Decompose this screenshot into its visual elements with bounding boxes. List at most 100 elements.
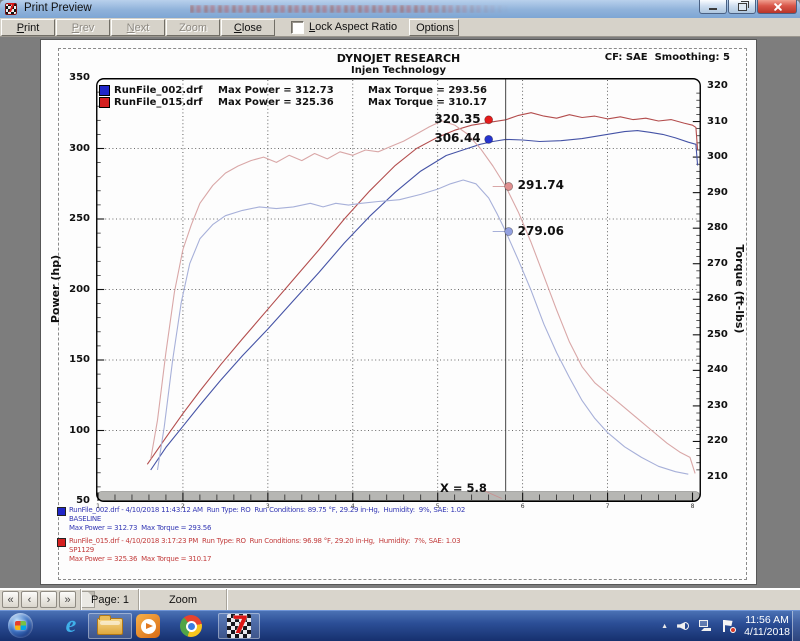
legend-text: Max Power = 312.73	[218, 85, 368, 96]
close-window-button[interactable]	[757, 0, 797, 14]
legend-swatch	[99, 85, 110, 96]
marker-label: 291.74	[518, 178, 564, 192]
next-button: Next	[111, 19, 165, 36]
legend-text: Max Torque = 310.17	[368, 97, 487, 108]
internet-explorer-icon[interactable]: e	[58, 612, 84, 638]
annotation-line: Max Power = 325.36 Max Torque = 310.17	[69, 555, 465, 564]
close-icon	[773, 2, 782, 11]
minimize-button[interactable]	[699, 0, 727, 14]
statusbar-zoom[interactable]: Zoom	[138, 589, 227, 611]
marker-label: 306.44	[411, 131, 481, 145]
network-icon[interactable]	[699, 620, 713, 632]
volume-icon[interactable]	[677, 620, 690, 632]
action-center-flag-icon[interactable]	[722, 620, 734, 632]
right-axis-tick-label: 220	[707, 435, 728, 446]
show-desktop-button[interactable]	[792, 611, 800, 641]
x-axis-tick-label: 6	[518, 503, 528, 510]
legend-text: Max Torque = 293.56	[368, 85, 487, 96]
minimize-icon	[709, 8, 717, 10]
left-axis-tick-label: 50	[57, 495, 90, 506]
options-button[interactable]: Options	[409, 19, 459, 36]
restore-icon	[738, 3, 747, 11]
chrome-icon[interactable]	[180, 615, 202, 637]
winpep-app-icon	[5, 3, 17, 15]
chart-cf-smoothing: CF: SAE Smoothing: 5	[605, 52, 730, 63]
window-buttons	[698, 0, 797, 14]
cursor-x-label: X = 5.8	[440, 481, 487, 495]
right-axis-tick-label: 230	[707, 400, 728, 411]
right-axis-tick-label: 320	[707, 80, 728, 91]
winpep-7-icon	[227, 614, 251, 638]
preview-area: DYNOJET RESEARCH Injen Technology CF: SA…	[0, 37, 800, 588]
lock-aspect-ratio-checkbox[interactable]	[291, 21, 304, 34]
right-axis-tick-label: 310	[707, 116, 728, 127]
print-button[interactable]: Print	[1, 19, 55, 36]
right-axis-tick-label: 300	[707, 151, 728, 162]
left-axis-tick-label: 150	[57, 354, 90, 365]
annotation-line: Max Power = 312.73 Max Torque = 293.56	[69, 524, 465, 533]
left-axis-tick-label: 300	[57, 143, 90, 154]
legend-swatch	[99, 97, 110, 108]
right-axis-tick-label: 270	[707, 258, 728, 269]
lock-aspect-ratio-control[interactable]: Lock Aspect Ratio	[291, 21, 397, 34]
page-nav-buttons: «‹›»	[0, 590, 76, 607]
x-axis-tick-label: 3	[263, 503, 273, 510]
left-axis-tick-label: 200	[57, 284, 90, 295]
statusbar-filler	[226, 589, 800, 611]
titlebar-watermark	[190, 5, 510, 13]
statusbar: «‹›» Page: 1 Zoom	[0, 588, 800, 611]
preview-page: DYNOJET RESEARCH Injen Technology CF: SA…	[40, 39, 757, 585]
first-page-button[interactable]: «	[2, 591, 19, 608]
annotation-line: SP1129	[69, 546, 465, 555]
annotation-swatch	[57, 507, 66, 516]
system-tray: ▲ 11:56 AM 4/11/2018	[661, 611, 790, 641]
marker-label: 279.06	[518, 224, 564, 238]
tray-expand-icon[interactable]: ▲	[661, 623, 668, 630]
dyno-chart-plot	[96, 78, 701, 502]
taskbar: e ▲ 11:56 AM 4/11/2018	[0, 610, 800, 641]
prev-page-button[interactable]: ‹	[21, 591, 38, 608]
right-axis-tick-label: 250	[707, 329, 728, 340]
start-button[interactable]	[8, 613, 33, 638]
left-axis-tick-label: 100	[57, 425, 90, 436]
x-axis-tick-label: 1	[93, 503, 103, 510]
x-axis-tick-label: 7	[603, 503, 613, 510]
x-axis-tick-label: 2	[178, 503, 188, 510]
run-annotations: RunFile_002.drf - 4/10/2018 11:43:12 AM …	[57, 506, 465, 568]
winpep-taskbar-button[interactable]	[218, 613, 260, 639]
right-axis-tick-label: 290	[707, 187, 728, 198]
left-axis-tick-label: 350	[57, 72, 90, 83]
restore-button[interactable]	[728, 0, 756, 14]
next-page-button[interactable]: ›	[40, 591, 57, 608]
close-preview-button[interactable]: Close	[221, 19, 275, 36]
annotation-line: RunFile_015.drf - 4/10/2018 3:17:23 PM R…	[69, 537, 465, 546]
legend-text: Max Power = 325.36	[218, 97, 368, 108]
window-title: Print Preview	[24, 2, 92, 14]
titlebar[interactable]: Print Preview	[0, 0, 800, 19]
x-axis-tick-label: 5	[433, 503, 443, 510]
windows-explorer-taskbar-button[interactable]	[88, 613, 132, 639]
legend-text: RunFile_015.drf	[114, 97, 218, 108]
right-axis-tick-label: 260	[707, 293, 728, 304]
marker-label: 320.35	[411, 112, 481, 126]
lock-aspect-ratio-label: Lock Aspect Ratio	[309, 21, 397, 33]
statusbar-page: Page: 1	[80, 589, 139, 611]
x-axis-tick-label: 8	[688, 503, 698, 510]
annotation-swatch	[57, 538, 66, 547]
zoom-out-button: Zoom Out	[166, 19, 220, 36]
alert-badge	[730, 627, 736, 633]
clock-date: 4/11/2018	[744, 626, 790, 638]
clock-time: 11:56 AM	[745, 614, 789, 626]
run-annotation: RunFile_015.drf - 4/10/2018 3:17:23 PM R…	[57, 537, 465, 564]
right-axis-title: Torque (ft-lbs)	[732, 229, 746, 349]
last-page-button[interactable]: »	[59, 591, 76, 608]
prev-button: Prev	[56, 19, 110, 36]
media-player-icon[interactable]	[136, 614, 160, 638]
run-annotation: RunFile_002.drf - 4/10/2018 11:43:12 AM …	[57, 506, 465, 533]
taskbar-clock[interactable]: 11:56 AM 4/11/2018	[744, 614, 790, 638]
